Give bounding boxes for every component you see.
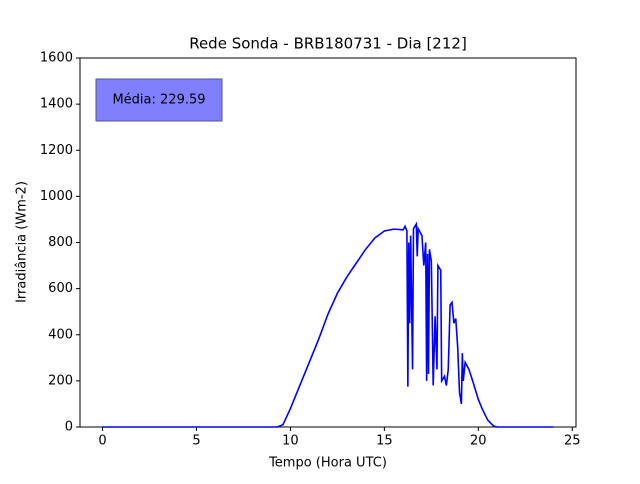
annotation: Média: 229.59: [112, 93, 205, 108]
y-tick-label: 1600: [40, 51, 73, 66]
y-axis-label: Irradiância (Wm-2): [15, 181, 30, 303]
x-tick-label: 20: [470, 434, 487, 449]
y-tick-label: 1000: [40, 189, 73, 204]
y-tick-label: 200: [48, 373, 73, 388]
x-axis-label: Tempo (Hora UTC): [268, 456, 387, 471]
x-tick-label: 5: [192, 434, 200, 449]
data-line: [102, 221, 554, 428]
x-tick-label: 10: [282, 434, 299, 449]
chart-title: Rede Sonda - BRB180731 - Dia [212]: [189, 35, 467, 53]
x-tick-label: 25: [564, 434, 581, 449]
y-tick-label: 1400: [40, 97, 73, 112]
y-tick-label: 800: [48, 235, 73, 250]
y-tick-label: 1200: [40, 143, 73, 158]
y-tick-label: 0: [65, 420, 73, 435]
x-tick-label: 15: [376, 434, 393, 449]
y-tick-label: 600: [48, 281, 73, 296]
y-tick-label: 400: [48, 327, 73, 342]
annotation-box: [95, 78, 223, 122]
x-tick-label: 0: [98, 434, 106, 449]
